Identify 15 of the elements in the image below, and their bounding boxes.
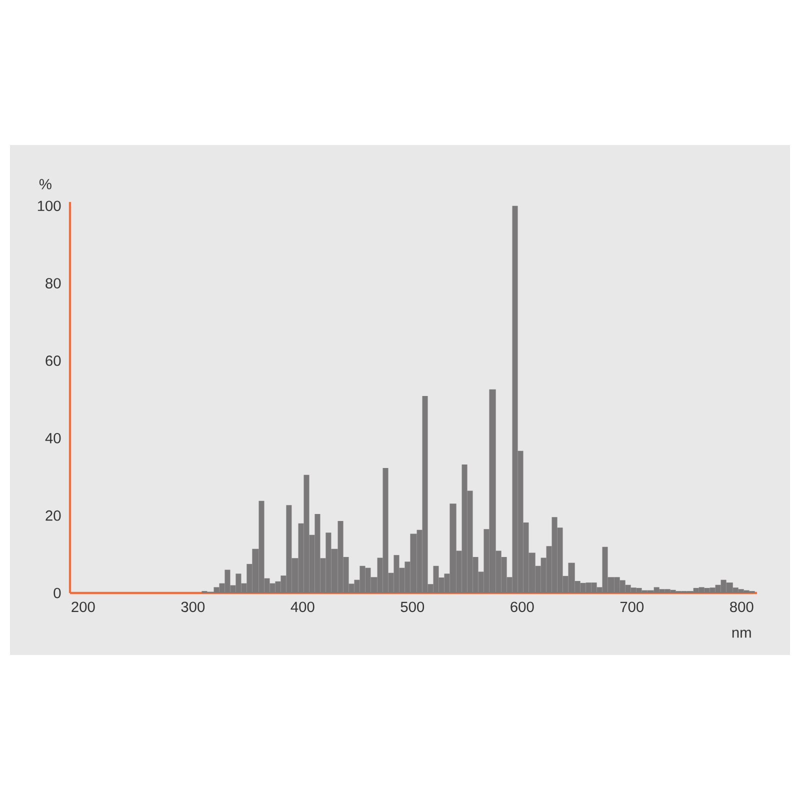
y-tick-label: 0 [54,588,61,598]
y-tick-label: 80 [46,278,61,288]
y-tick-label: 60 [46,356,61,366]
y-tick-label: 20 [46,510,61,521]
y-tick-label: 40 [45,432,61,444]
x-tick-label: 300 [181,602,205,612]
x-tick-label: 500 [400,602,424,612]
x-axis-title: nm [732,630,751,638]
x-tick-label: 800 [730,602,754,612]
y-axis-title: % [39,179,52,190]
x-tick-label: 400 [290,602,314,612]
x-tick-label: 700 [620,602,644,612]
y-tick-label: 100 [38,200,61,212]
x-tick-label: 200 [72,602,95,612]
x-tick-label: 600 [510,602,534,612]
